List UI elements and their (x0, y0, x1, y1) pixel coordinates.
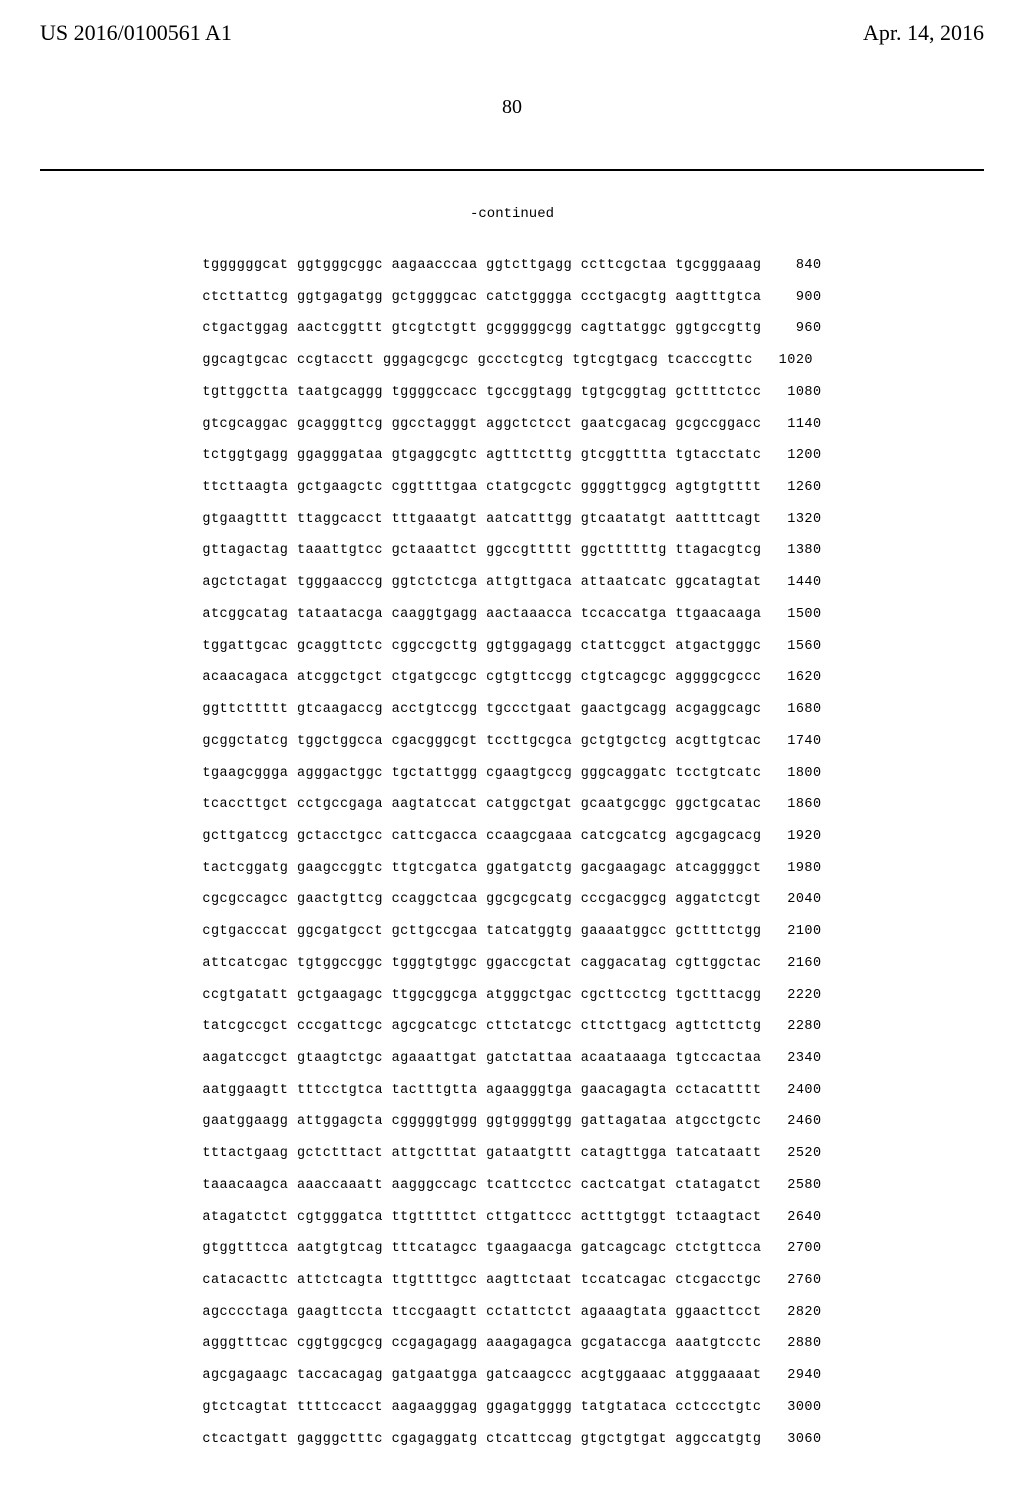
sequence-line: atagatctct cgtgggatca ttgtttttct cttgatt… (202, 1202, 821, 1234)
sequence-line: tggggggcat ggtgggcggc aagaacccaa ggtcttg… (202, 250, 821, 282)
page-number: 80 (40, 96, 984, 119)
sequence-line: gtgaagtttt ttaggcacct tttgaaatgt aatcatt… (202, 504, 821, 536)
sequence-line: gcggctatcg tggctggcca cgacgggcgt tccttgc… (202, 726, 821, 758)
sequence-line: tgaagcggga agggactggc tgctattggg cgaagtg… (202, 758, 821, 790)
sequence-line: attcatcgac tgtggccggc tgggtgtggc ggaccgc… (202, 948, 821, 980)
sequence-line: gttagactag taaattgtcc gctaaattct ggccgtt… (202, 535, 821, 567)
sequence-line: gcttgatccg gctacctgcc cattcgacca ccaagcg… (202, 821, 821, 853)
sequence-line: tggattgcac gcaggttctc cggccgcttg ggtggag… (202, 631, 821, 663)
sequence-line: agggtttcac cggtggcgcg ccgagagagg aaagaga… (202, 1328, 821, 1360)
sequence-line: aatggaagtt tttcctgtca tactttgtta agaaggg… (202, 1075, 821, 1107)
sequence-line: agcgagaagc taccacagag gatgaatgga gatcaag… (202, 1360, 821, 1392)
sequence-line: gtctcagtat ttttccacct aagaagggag ggagatg… (202, 1392, 821, 1424)
sequence-line: cgtgacccat ggcgatgcct gcttgccgaa tatcatg… (202, 916, 821, 948)
sequence-line: tttactgaag gctctttact attgctttat gataatg… (202, 1138, 821, 1170)
sequence-line: tctggtgagg ggagggataa gtgaggcgtc agtttct… (202, 440, 821, 472)
sequence-line: gtggtttcca aatgtgtcag tttcatagcc tgaagaa… (202, 1233, 821, 1265)
sequence-line: catacacttc attctcagta ttgttttgcc aagttct… (202, 1265, 821, 1297)
sequence-line: tgttggctta taatgcaggg tggggccacc tgccggt… (202, 377, 821, 409)
sequence-line: tactcggatg gaagccggtc ttgtcgatca ggatgat… (202, 853, 821, 885)
sequence-line: ccgtgatatt gctgaagagc ttggcggcga atgggct… (202, 980, 821, 1012)
sequence-line: agcccctaga gaagttccta ttccgaagtt cctattc… (202, 1297, 821, 1329)
sequence-line: ctgactggag aactcggttt gtcgtctgtt gcggggg… (202, 313, 821, 345)
sequence-line: aagatccgct gtaagtctgc agaaattgat gatctat… (202, 1043, 821, 1075)
sequence-block: tggggggcat ggtgggcggc aagaacccaa ggtcttg… (202, 250, 821, 1455)
continued-label: -continued (40, 206, 984, 222)
content-area: -continued tggggggcat ggtgggcggc aagaacc… (40, 169, 984, 1455)
sequence-line: ggttcttttt gtcaagaccg acctgtccgg tgccctg… (202, 694, 821, 726)
header: US 2016/0100561 A1 Apr. 14, 2016 (40, 20, 984, 46)
sequence-line: gaatggaagg attggagcta cgggggtggg ggtgggg… (202, 1106, 821, 1138)
sequence-line: ggcagtgcac ccgtacctt gggagcgcgc gccctcgt… (202, 345, 821, 377)
sequence-line: cgcgccagcc gaactgttcg ccaggctcaa ggcgcgc… (202, 884, 821, 916)
sequence-line: taaacaagca aaaccaaatt aagggccagc tcattcc… (202, 1170, 821, 1202)
sequence-line: acaacagaca atcggctgct ctgatgccgc cgtgttc… (202, 662, 821, 694)
sequence-line: atcggcatag tataatacga caaggtgagg aactaaa… (202, 599, 821, 631)
sequence-line: ctcttattcg ggtgagatgg gctggggcac catctgg… (202, 282, 821, 314)
sequence-line: ctcactgatt gagggctttc cgagaggatg ctcattc… (202, 1424, 821, 1456)
sequence-line: gtcgcaggac gcagggttcg ggcctagggt aggctct… (202, 409, 821, 441)
sequence-line: ttcttaagta gctgaagctc cggttttgaa ctatgcg… (202, 472, 821, 504)
sequence-line: tatcgccgct cccgattcgc agcgcatcgc cttctat… (202, 1011, 821, 1043)
document-date: Apr. 14, 2016 (863, 20, 984, 46)
sequence-line: agctctagat tgggaacccg ggtctctcga attgttg… (202, 567, 821, 599)
sequence-line: tcaccttgct cctgccgaga aagtatccat catggct… (202, 789, 821, 821)
document-number: US 2016/0100561 A1 (40, 20, 232, 46)
